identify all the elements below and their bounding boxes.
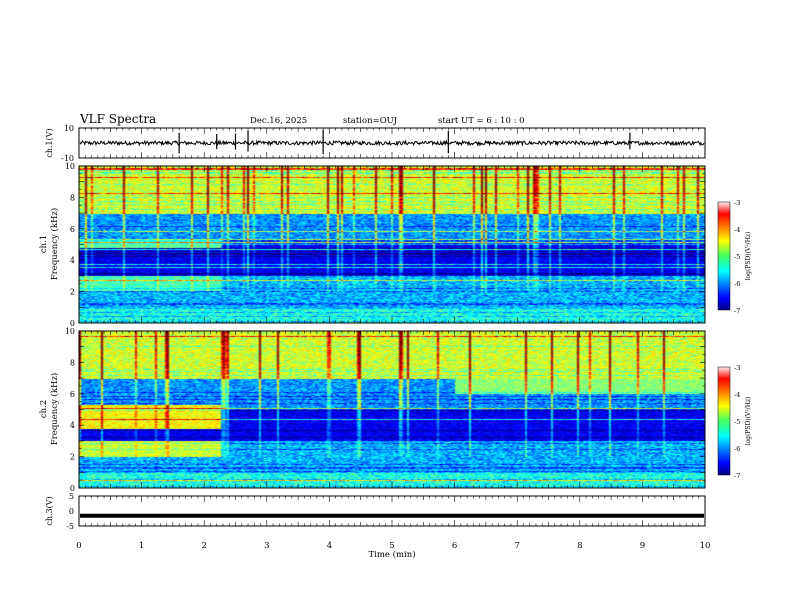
ch2-colorbar-tick-m5: -5 bbox=[734, 418, 740, 426]
x-tick-label: 0 bbox=[76, 541, 81, 551]
y-tick-label: 10 bbox=[65, 327, 75, 336]
ch2-spectrogram-image bbox=[79, 331, 705, 488]
x-tick-label: 2 bbox=[201, 541, 206, 551]
time-axis-label: Time (min) bbox=[368, 549, 415, 560]
y-tick-label: 2 bbox=[70, 453, 75, 462]
x-tick-label: 1 bbox=[139, 541, 144, 551]
x-tick-label: 8 bbox=[577, 541, 582, 551]
ch2-colorbar-tick-m6: -6 bbox=[734, 445, 740, 453]
ch2-colorbar-tick-m7: -7 bbox=[734, 472, 740, 480]
ch1-spectrogram-image bbox=[79, 166, 705, 323]
ch1-waveform-spikes bbox=[178, 129, 631, 155]
ch1-spectrogram-channel-label: ch.1 bbox=[39, 235, 49, 253]
ch1-wave-ytick-bottom: -10 bbox=[61, 154, 74, 163]
station-label: station=OUJ bbox=[343, 116, 398, 126]
time-axis-ticks bbox=[78, 128, 706, 526]
ch1-colorbar-tick-m4: -4 bbox=[734, 226, 740, 234]
x-tick-label: 9 bbox=[640, 541, 645, 551]
x-tick-label: 10 bbox=[700, 541, 711, 551]
ch1-colorbar-tick-m5: -5 bbox=[734, 253, 740, 261]
ch2-colorbar: -3 -4 -5 -6 -7 log(PSD)(V²/Hz) bbox=[717, 364, 752, 480]
ch3-wave-ytick-mid: 0 bbox=[69, 507, 74, 516]
x-tick-label: 4 bbox=[327, 541, 332, 551]
ch3-wave-ylabel: ch.3(V) bbox=[45, 496, 54, 525]
figure-title: VLF Spectra bbox=[79, 112, 156, 126]
date-label: Dec.16, 2025 bbox=[250, 116, 307, 126]
ch1-colorbar-label: log(PSD)(V²/Hz) bbox=[745, 232, 752, 281]
ch1-colorbar-tick-m6: -6 bbox=[734, 280, 740, 288]
start-time-label: start UT = 6 : 10 : 0 bbox=[438, 116, 525, 126]
x-tick-label: 7 bbox=[514, 541, 519, 551]
time-axis-tick-labels: 0 1 2 3 4 5 6 7 8 9 10 bbox=[76, 541, 710, 551]
ch1-colorbar-tick-m7: -7 bbox=[734, 307, 740, 315]
ch2-spectrogram-yticks: 0 2 4 6 8 10 bbox=[65, 327, 705, 493]
y-tick-label: 6 bbox=[70, 390, 75, 399]
y-tick-label: 0 bbox=[70, 484, 75, 493]
x-tick-label: 6 bbox=[452, 541, 457, 551]
ch2-spectrogram-channel-label: ch.2 bbox=[39, 400, 49, 418]
ch1-colorbar: -3 -4 -5 -6 -7 log(PSD)(V²/Hz) bbox=[717, 199, 752, 315]
ch1-colorbar-gradient bbox=[717, 201, 731, 311]
x-tick-label: 5 bbox=[389, 541, 394, 551]
ch3-waveform-panel: 5 0 -5 ch.3(V) bbox=[45, 492, 706, 531]
y-tick-label: 6 bbox=[70, 225, 75, 234]
y-tick-label: 10 bbox=[65, 162, 75, 171]
ch1-wave-ytick-top: 10 bbox=[64, 124, 74, 133]
ch1-spectrogram-yticks: 0 2 4 6 8 10 bbox=[65, 162, 705, 328]
ch1-spectrogram-ylabel: Frequency (kHz) bbox=[49, 208, 60, 280]
ch1-colorbar-tick-m3: -3 bbox=[734, 199, 740, 207]
ch3-wave-ytick-top: 5 bbox=[69, 492, 74, 501]
ch3-wave-ytick-bottom: -5 bbox=[66, 522, 74, 531]
y-tick-label: 2 bbox=[70, 288, 75, 297]
ch2-colorbar-gradient bbox=[717, 366, 731, 476]
y-tick-label: 0 bbox=[70, 319, 75, 328]
ch2-spectrogram-ylabel: Frequency (kHz) bbox=[49, 373, 60, 445]
ch1-waveform-trace bbox=[79, 139, 705, 147]
ch1-waveform-panel: 10 -10 ch.1(V) bbox=[45, 124, 706, 163]
ch2-colorbar-tick-m4: -4 bbox=[734, 391, 740, 399]
ch1-spectrogram-panel: 0 2 4 6 8 10 ch.1 Frequency (kHz) bbox=[39, 162, 706, 328]
y-tick-label: 4 bbox=[70, 421, 75, 430]
ch2-spectrogram-panel: 0 2 4 6 8 10 ch.2 Frequency (kHz) bbox=[39, 327, 706, 493]
y-tick-label: 8 bbox=[70, 358, 75, 367]
y-tick-label: 8 bbox=[70, 193, 75, 202]
ch1-wave-ylabel: ch.1(V) bbox=[45, 128, 54, 157]
ch2-colorbar-tick-m3: -3 bbox=[734, 364, 740, 372]
x-tick-label: 3 bbox=[264, 541, 269, 551]
ch2-colorbar-label: log(PSD)(V²/Hz) bbox=[745, 397, 752, 446]
y-tick-label: 4 bbox=[70, 256, 75, 265]
